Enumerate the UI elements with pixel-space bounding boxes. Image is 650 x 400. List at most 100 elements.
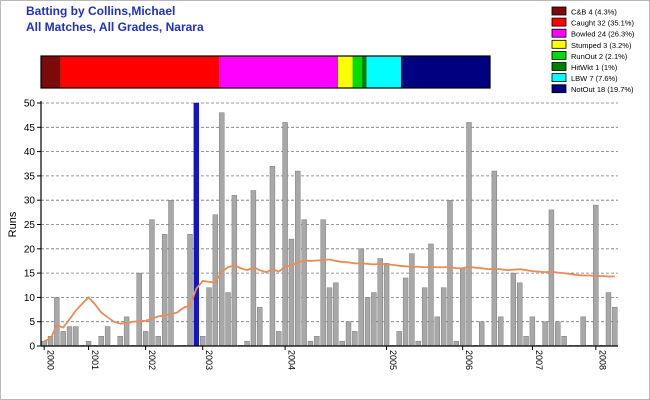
chart-title: Batting by Collins,Michael: [26, 4, 176, 18]
y-tick-label-7: 35: [24, 171, 36, 182]
bar-36: [269, 165, 276, 347]
dismissal-segment-2: [219, 56, 339, 88]
legend-label-4: RunOut 2 (2.1%): [571, 52, 628, 61]
bar-66: [459, 268, 466, 347]
bar-80: [548, 209, 555, 347]
bar-49: [352, 331, 358, 347]
bar-45: [326, 287, 333, 347]
bar-62: [434, 316, 440, 347]
bar-52: [371, 292, 377, 347]
bar-82: [561, 336, 567, 347]
y-axis-label: Runs: [7, 211, 19, 237]
x-tick-label-1: 2001: [90, 350, 100, 370]
bar-4: [66, 326, 73, 347]
bar-67: [466, 122, 472, 347]
bar-25: [200, 336, 206, 347]
legend-label-7: NotOut 18 (19.7%): [571, 85, 634, 94]
legend-label-1: Caught 32 (35.1%): [571, 19, 634, 28]
bar-34: [257, 306, 263, 347]
x-tick-label-8: 2008: [597, 350, 607, 370]
bar-24: [193, 102, 200, 347]
bar-47: [339, 340, 345, 347]
bar-61: [428, 243, 434, 347]
bar-20: [168, 199, 174, 347]
legend-label-3: Stumped 3 (3.2%): [571, 41, 632, 50]
legend-label-6: LBW 7 (7.6%): [571, 74, 618, 83]
legend-swatch-3: [551, 39, 567, 49]
y-tick-label-10: 50: [24, 99, 36, 110]
x-tick-label-2: 2002: [147, 350, 157, 370]
bar-75: [517, 282, 523, 347]
y-tick-label-9: 45: [24, 123, 36, 134]
legend-swatch-6: [551, 73, 567, 82]
bar-81: [555, 321, 561, 347]
bar-48: [345, 321, 352, 347]
y-tick-label-8: 40: [24, 147, 36, 158]
bar-13: [123, 316, 130, 347]
bar-17: [149, 219, 155, 347]
bar-40: [295, 170, 301, 347]
bar-56: [396, 331, 402, 347]
bar-76: [523, 336, 529, 347]
bar-43: [314, 336, 320, 347]
bar-23: [187, 234, 193, 347]
bar-46: [333, 282, 339, 347]
bar-79: [542, 321, 548, 347]
bar-51: [364, 297, 371, 347]
bar-44: [320, 219, 326, 347]
legend-label-5: HitWkt 1 (1%): [571, 63, 618, 72]
average-line: [43, 258, 615, 342]
x-tick-label-7: 2007: [534, 350, 544, 370]
bar-28: [219, 112, 225, 347]
bar-69: [479, 321, 485, 347]
dismissal-segment-6: [366, 56, 401, 88]
y-tick-label-5: 25: [24, 220, 36, 231]
bar-9: [98, 336, 104, 347]
dismissal-segment-4: [352, 56, 363, 88]
legend-swatch-4: [551, 51, 567, 60]
bar-57: [402, 277, 409, 347]
bar-30: [231, 195, 238, 347]
dismissal-segment-1: [60, 56, 220, 88]
legend-swatch-5: [551, 62, 567, 71]
x-tick-label-4: 2004: [287, 350, 297, 370]
legend-swatch-2: [551, 28, 567, 38]
legend-swatch-0: [551, 6, 567, 16]
dismissal-segment-7: [400, 56, 490, 88]
bar-71: [491, 170, 498, 347]
legend-label-0: C&B 4 (4.3%): [571, 8, 617, 17]
legend-swatch-7: [551, 84, 567, 94]
bar-18: [155, 336, 161, 347]
bar-65: [453, 340, 459, 347]
bar-64: [447, 199, 453, 347]
bar-42: [307, 340, 314, 347]
bar-32: [244, 340, 250, 347]
bar-54: [383, 263, 390, 347]
y-tick-label-0: 0: [29, 342, 35, 353]
bar-2: [54, 297, 60, 347]
y-tick-label-2: 10: [24, 293, 36, 304]
bar-15: [136, 272, 142, 347]
bar-89: [605, 292, 612, 347]
bar-37: [276, 331, 282, 347]
dismissal-segment-5: [362, 56, 367, 88]
x-tick-label-0: 2000: [46, 350, 56, 370]
bar-59: [415, 340, 421, 347]
chart-subtitle: All Matches, All Grades, Narara: [26, 20, 204, 34]
dismissal-bar-border: [40, 55, 491, 89]
y-tick-label-3: 15: [24, 269, 36, 280]
bar-3: [60, 331, 66, 347]
bar-90: [612, 306, 618, 347]
bar-16: [142, 331, 149, 347]
bar-29: [225, 292, 231, 347]
bar-10: [104, 326, 111, 347]
bar-0: [41, 340, 47, 347]
bar-26: [206, 287, 212, 347]
bar-38: [282, 122, 288, 347]
bar-63: [440, 287, 447, 347]
bar-5: [73, 326, 79, 347]
bar-7: [85, 340, 92, 347]
x-tick-label-6: 2006: [464, 350, 474, 370]
y-tick-label-1: 5: [29, 317, 35, 328]
